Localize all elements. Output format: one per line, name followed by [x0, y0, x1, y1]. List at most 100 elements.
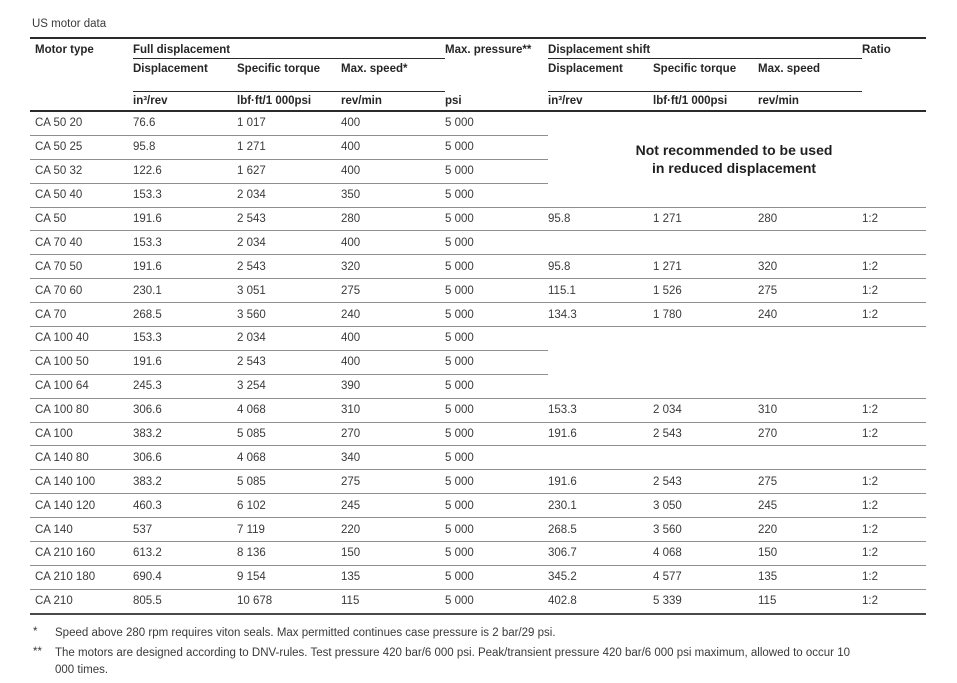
- header-full-specific-torque: Specific torque: [237, 58, 341, 92]
- cell-ratio: 1:2: [862, 541, 927, 566]
- cell-full-torque: 3 560: [237, 302, 341, 327]
- cell-full-torque: 2 543: [237, 349, 341, 375]
- cell-max-pressure: 5 000: [445, 278, 549, 303]
- cell-ratio: 1:2: [862, 206, 927, 231]
- footnote-text: The motors are designed according to DNV…: [55, 646, 850, 677]
- cell-ratio: 1:2: [862, 302, 927, 327]
- cell-full-speed: 400: [341, 326, 446, 351]
- cell-max-pressure: 5 000: [445, 182, 549, 208]
- cell-ratio: 1:2: [862, 278, 927, 303]
- table-row: CA 100 383.2 5 085 270 5 000 191.6 2 543 270 1:2: [30, 421, 927, 446]
- cell-full-speed: 135: [341, 564, 446, 590]
- cell-full-displacement: 306.6: [133, 397, 237, 423]
- unit-shift-displacement: in³/rev: [548, 91, 654, 112]
- cell-full-displacement: 613.2: [133, 541, 237, 566]
- cell-max-pressure: 5 000: [445, 134, 549, 160]
- header-full-max-speed: Max. speed*: [341, 58, 446, 92]
- cell-shift-torque: 3 050: [653, 493, 759, 518]
- cell-shift-speed: [758, 230, 863, 255]
- cell-full-displacement: 805.5: [133, 588, 237, 614]
- cell-ratio: [862, 230, 927, 255]
- header-full-displacement-group: Full displacement: [133, 38, 446, 59]
- header-unit-row: in³/rev lbf·ft/1 000psi rev/min psi in³/…: [30, 91, 926, 112]
- cell-full-torque: 5 085: [237, 469, 341, 494]
- cell-max-pressure: 5 000: [445, 493, 549, 518]
- cell-motor-type: CA 100 80: [30, 397, 133, 423]
- cell-motor-type: CA 140 120: [30, 493, 133, 518]
- cell-shift-torque: 1 780: [653, 302, 759, 327]
- cell-full-torque: 2 034: [237, 230, 341, 255]
- cell-full-torque: 2 034: [237, 182, 341, 208]
- table-row: CA 100 64 245.3 3 254 390 5 000: [30, 373, 926, 399]
- cell-full-speed: 400: [341, 158, 446, 184]
- cell-full-speed: 240: [341, 302, 446, 327]
- cell-shift-displacement: 134.3: [548, 302, 654, 327]
- cell-full-torque: 7 119: [237, 517, 341, 542]
- header-motor-type: Motor type: [30, 38, 133, 112]
- cell-full-displacement: 191.6: [133, 349, 237, 375]
- cell-shift-displacement: [548, 445, 654, 470]
- cell-shift-displacement: 402.8: [548, 588, 654, 614]
- cell-motor-type: CA 50 20: [35, 117, 83, 130]
- cell-shift-torque: 4 068: [653, 541, 759, 566]
- footnote-marker: **: [33, 645, 42, 658]
- cell-full-displacement: 153.3: [133, 230, 237, 255]
- table-row: CA 70 50 191.6 2 543 320 5 000 95.8 1 271 320 1:…: [30, 254, 927, 279]
- cell-shift-torque: 1 271: [653, 206, 759, 231]
- table-row: CA 100 40 153.3 2 034 400 5 000: [30, 326, 927, 351]
- cell-shift-displacement: 230.1: [548, 493, 654, 518]
- cell-full-displacement: 306.6: [133, 445, 237, 470]
- cell-ratio: 1:2: [862, 421, 927, 446]
- cell-full-torque: 9 154: [237, 564, 341, 590]
- header-shift-max-speed: Max. speed: [758, 58, 863, 92]
- cell-ratio: [862, 326, 927, 351]
- table-row: CA 70 60 230.1 3 051 275 5 000 115.1 1 526 275 1…: [30, 278, 927, 303]
- cell-full-speed: 115: [341, 588, 446, 614]
- cell-full-torque: 1 271: [237, 134, 341, 160]
- cell-shift-speed: 280: [758, 206, 863, 231]
- cell-motor-type: CA 70 40: [30, 230, 133, 255]
- table-row: CA 100 80 306.6 4 068 310 5 000 153.3 2 034 310…: [30, 397, 927, 423]
- cell-full-displacement: 191.6: [133, 254, 237, 279]
- cell-shift-displacement: 115.1: [548, 278, 654, 303]
- table-row: CA 140 537 7 119 220 5 000 268.5 3 560 220 1:2: [30, 517, 927, 542]
- table-row: CA 50 40 153.3 2 034 350 5 000: [30, 182, 926, 208]
- unit-shift-torque: lbf·ft/1 000psi: [653, 91, 759, 112]
- cell-shift-speed: [758, 350, 862, 374]
- table-row: CA 100 50 191.6 2 543 400 5 000: [30, 349, 926, 375]
- cell-ratio: 1:2: [862, 254, 927, 279]
- cell-shift-displacement: [548, 326, 654, 351]
- cell-max-pressure: 5 000: [445, 588, 549, 614]
- cell-motor-type: CA 140 80: [30, 445, 133, 470]
- cell-full-displacement: 122.6: [133, 158, 237, 184]
- cell-full-speed: 320: [341, 254, 446, 279]
- cell-motor-type: CA 140: [30, 517, 133, 542]
- cell-shift-speed: 275: [758, 469, 863, 494]
- header-max-pressure: Max. pressure**: [445, 44, 532, 56]
- cell-motor-type: CA 50 25: [30, 134, 133, 160]
- cell-full-speed: 150: [341, 541, 446, 566]
- cell-shift-torque: [653, 326, 759, 351]
- table-row: CA 140 120 460.3 6 102 245 5 000 230.1 3 050 24…: [30, 493, 927, 518]
- cell-motor-type: CA 210 180: [30, 564, 133, 590]
- cell-max-pressure: 5 000: [445, 302, 549, 327]
- cell-motor-type: CA 140 100: [30, 469, 133, 494]
- cell-full-speed: 400: [341, 117, 361, 130]
- cell-full-torque: 3 051: [237, 278, 341, 303]
- note-not-recommended: Not recommended to be used in reduced dis…: [548, 111, 926, 207]
- cell-ratio: [862, 445, 927, 470]
- cell-shift-torque: 1 271: [653, 254, 759, 279]
- unit-shift-speed: rev/min: [758, 91, 863, 112]
- cell-shift-torque: 2 034: [653, 397, 759, 423]
- cell-shift-speed: [758, 374, 862, 398]
- cell-full-torque: 1 627: [237, 158, 341, 184]
- cell-motor-type: CA 100: [30, 421, 133, 446]
- cell-full-displacement: 76.6: [133, 117, 156, 130]
- unit-full-torque: lbf·ft/1 000psi: [237, 91, 341, 112]
- cell-shift-displacement: 95.8: [548, 254, 654, 279]
- cell-shift-speed: 320: [758, 254, 863, 279]
- cell-full-speed: 390: [341, 373, 446, 399]
- cell-shift-displacement: 306.7: [548, 541, 654, 566]
- cell-max-pressure: 5 000: [445, 326, 549, 351]
- cell-max-pressure: 5 000: [445, 541, 549, 566]
